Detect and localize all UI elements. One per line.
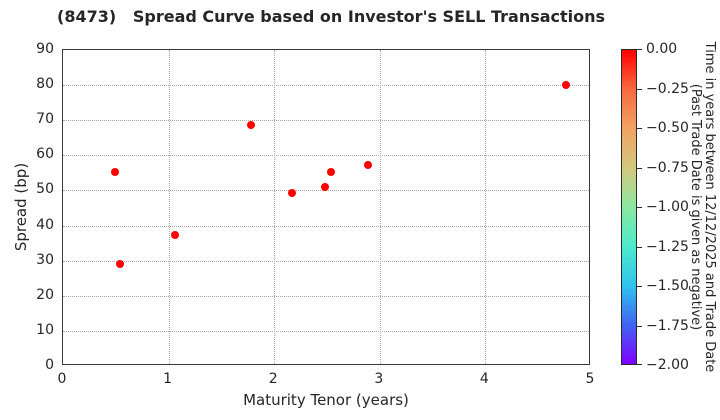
x-axis-label: Maturity Tenor (years) xyxy=(243,391,409,409)
data-point xyxy=(320,182,329,191)
x-tick-label: 1 xyxy=(163,371,173,387)
y-tick-label: 70 xyxy=(36,111,54,128)
v-gridline xyxy=(168,50,170,364)
colorbar-tick-label: 0.00 xyxy=(646,41,678,57)
h-gridline xyxy=(63,330,589,332)
v-gridline xyxy=(274,50,276,364)
y-tick-label: 80 xyxy=(36,76,54,93)
v-gridline xyxy=(379,50,381,364)
y-axis-label: Spread (bp) xyxy=(12,162,30,252)
y-tick-label: 90 xyxy=(36,41,54,57)
colorbar-tick-mark xyxy=(637,207,642,208)
x-tick-label: 3 xyxy=(374,371,384,387)
x-tick-label: 4 xyxy=(479,371,489,387)
data-point xyxy=(116,259,125,268)
plot-area xyxy=(62,49,590,365)
colorbar-tick-mark xyxy=(637,128,642,129)
x-tick-label: 0 xyxy=(57,371,67,387)
h-gridline xyxy=(63,120,589,122)
data-point xyxy=(364,161,373,170)
y-tick-label: 20 xyxy=(36,286,54,303)
colorbar-tick-mark xyxy=(637,246,642,248)
h-gridline xyxy=(63,155,589,157)
colorbar-tick-label: −1.00 xyxy=(646,199,689,215)
data-point xyxy=(246,121,255,130)
colorbar-gradient xyxy=(621,49,637,365)
data-point xyxy=(327,167,336,176)
data-point xyxy=(561,81,570,90)
colorbar-tick-label: −1.50 xyxy=(646,278,689,294)
h-gridline xyxy=(63,260,589,262)
colorbar-tick-mark xyxy=(637,325,642,327)
colorbar-tick-label: −1.25 xyxy=(646,238,689,255)
x-tick-label: 5 xyxy=(585,371,595,387)
h-gridline xyxy=(63,85,589,87)
x-tick-label: 2 xyxy=(268,371,278,387)
colorbar-tick-mark xyxy=(637,286,642,287)
colorbar-tick-mark xyxy=(637,167,642,169)
v-gridline xyxy=(485,50,487,364)
colorbar-label-line1: Time in years between 12/12/2025 and Tra… xyxy=(702,41,717,373)
colorbar-label: Time in years between 12/12/2025 and Tra… xyxy=(688,41,717,373)
colorbar-tick-mark xyxy=(637,49,642,50)
data-point xyxy=(170,231,179,240)
colorbar-tick-label: −1.75 xyxy=(646,317,689,334)
chart-title: (8473) Spread Curve based on Investor's … xyxy=(57,7,606,26)
h-gridline xyxy=(63,295,589,297)
colorbar-tick-label: −0.75 xyxy=(646,159,689,176)
data-point xyxy=(288,189,297,198)
colorbar-tick-label: −2.00 xyxy=(646,357,689,373)
y-tick-label: 60 xyxy=(36,146,54,163)
h-gridline xyxy=(63,190,589,192)
y-tick-label: 10 xyxy=(36,321,54,338)
y-tick-label: 50 xyxy=(36,181,54,198)
colorbar-tick-label: −0.50 xyxy=(646,120,689,136)
colorbar-tick-label: −0.25 xyxy=(646,80,689,97)
colorbar-tick-mark xyxy=(637,364,642,365)
y-tick-label: 0 xyxy=(45,357,54,373)
h-gridline xyxy=(63,225,589,227)
colorbar-label-line2: (Past Trade Date is given as negative) xyxy=(688,83,703,331)
y-tick-label: 30 xyxy=(36,251,54,268)
colorbar-tick-mark xyxy=(637,88,642,90)
y-tick-label: 40 xyxy=(36,216,54,233)
data-point xyxy=(110,167,119,176)
